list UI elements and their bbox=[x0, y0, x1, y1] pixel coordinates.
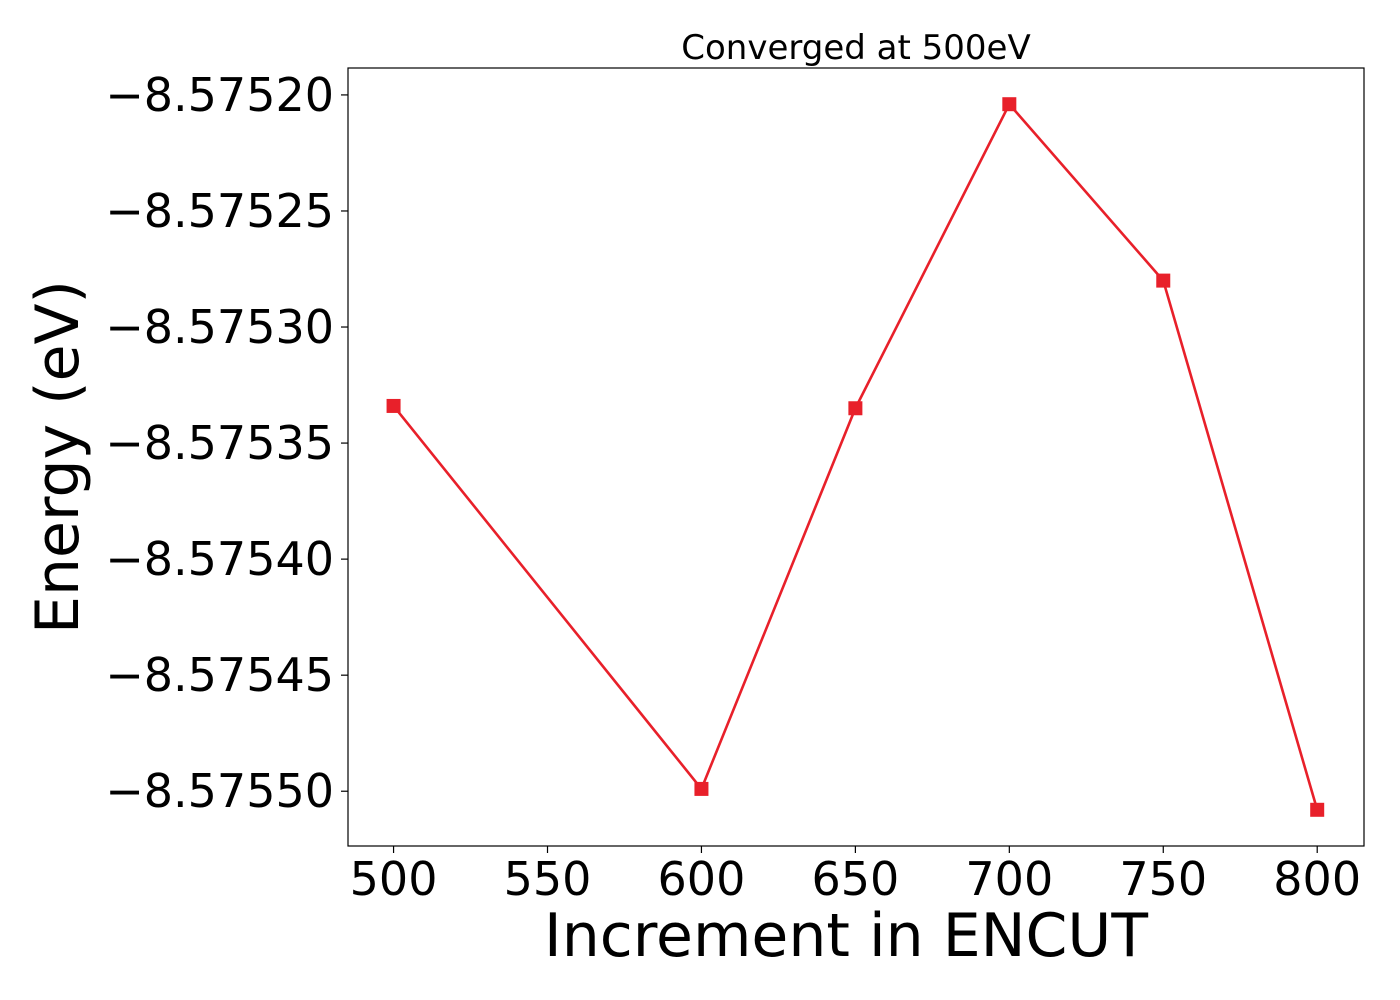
data-point-marker bbox=[386, 398, 401, 413]
series-line bbox=[392, 102, 1319, 811]
data-point-marker bbox=[694, 781, 709, 796]
data-point-marker bbox=[1310, 802, 1325, 817]
y-tick-label: −8.57540 bbox=[105, 532, 334, 586]
y-tick-label: −8.57545 bbox=[105, 648, 334, 702]
x-tick-label: 500 bbox=[350, 852, 438, 906]
plot-area-frame bbox=[347, 67, 1365, 847]
series-layer bbox=[386, 97, 1325, 817]
x-tick-label: 550 bbox=[504, 852, 592, 906]
data-point-marker bbox=[848, 401, 863, 416]
y-tick-label: −8.57520 bbox=[105, 68, 334, 122]
chart-title: Converged at 500eV bbox=[681, 28, 1030, 68]
data-point-marker bbox=[1002, 97, 1017, 112]
y-tick-label: −8.57525 bbox=[105, 184, 334, 238]
x-axis: 500 550 600 650 700 750 800 bbox=[350, 846, 1361, 906]
y-tick-label: −8.57530 bbox=[105, 300, 334, 354]
x-tick-label: 700 bbox=[965, 852, 1053, 906]
x-tick-label: 750 bbox=[1119, 852, 1207, 906]
y-tick-label: −8.57550 bbox=[105, 764, 334, 818]
y-tick-label: −8.57535 bbox=[105, 416, 334, 470]
x-axis-label: Increment in ENCUT bbox=[544, 901, 1148, 971]
y-axis: −8.57520 −8.57525 −8.57530 −8.57535 −8.57540… bbox=[105, 68, 348, 818]
x-tick-label: 650 bbox=[811, 852, 899, 906]
data-point-marker bbox=[1156, 273, 1171, 288]
y-axis-label: Energy (eV) bbox=[23, 280, 93, 634]
x-tick-label: 800 bbox=[1273, 852, 1361, 906]
x-tick-label: 600 bbox=[658, 852, 746, 906]
